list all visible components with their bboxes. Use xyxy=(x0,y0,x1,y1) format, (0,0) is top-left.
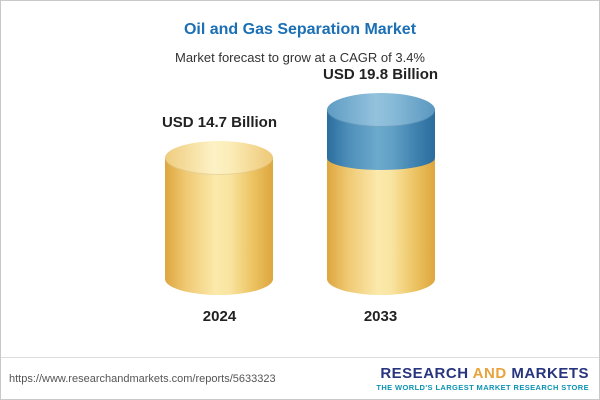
cylinder-top-ellipse-blue xyxy=(326,93,435,127)
cylinder-2033 xyxy=(326,93,435,295)
chart-title: Oil and Gas Separation Market xyxy=(183,21,417,38)
year-label-2024: 2024 xyxy=(202,308,237,325)
cylinder-top-ellipse-gold xyxy=(165,141,274,175)
report-url: https://www.researchandmarkets.com/repor… xyxy=(9,372,276,385)
logo-word-research: RESEARCH xyxy=(380,364,469,382)
cylinder-2024 xyxy=(165,141,274,295)
bar-group-2033: USD 19.8 Billion 2033 xyxy=(323,66,438,325)
bar-group-2024: USD 14.7 Billion 2024 xyxy=(162,114,277,325)
value-label-2033: USD 19.8 Billion xyxy=(323,66,439,83)
logo-word-and: AND xyxy=(472,364,507,382)
logo-tagline: THE WORLD'S LARGEST MARKET RESEARCH STOR… xyxy=(376,382,589,392)
logo-word-markets: MARKETS xyxy=(511,364,589,382)
year-label-2033: 2033 xyxy=(363,308,398,325)
value-label-2024: USD 14.7 Billion xyxy=(161,114,277,131)
cylinder-base-segment xyxy=(165,158,274,295)
chart-plot-area: USD 14.7 Billion 2024 USD 19.8 Billion 2… xyxy=(1,66,599,325)
footer-bar: https://www.researchandmarkets.com/repor… xyxy=(1,357,599,399)
chart-header: Oil and Gas Separation Market Market for… xyxy=(1,1,599,65)
research-and-markets-logo: RESEARCH AND MARKETS THE WORLD'S LARGEST… xyxy=(376,365,589,393)
cylinder-base-segment xyxy=(326,158,435,295)
chart-subtitle: Market forecast to grow at a CAGR of 3.4… xyxy=(175,50,425,65)
logo-wordmark: RESEARCH AND MARKETS xyxy=(376,365,589,382)
